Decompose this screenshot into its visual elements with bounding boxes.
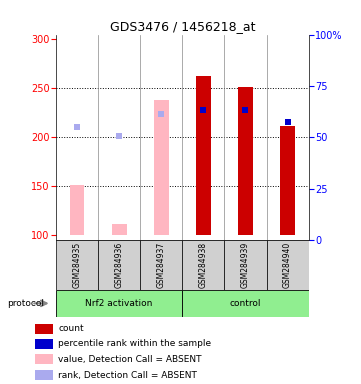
Bar	[182, 240, 225, 290]
Bar	[196, 76, 211, 235]
Text: GSM284936: GSM284936	[115, 242, 123, 288]
Bar	[266, 240, 309, 290]
Text: GSM284938: GSM284938	[199, 242, 208, 288]
Bar	[238, 88, 253, 235]
Bar	[154, 100, 169, 235]
Text: rank, Detection Call = ABSENT: rank, Detection Call = ABSENT	[58, 371, 197, 380]
Text: GSM284939: GSM284939	[241, 242, 250, 288]
Bar	[280, 126, 295, 235]
Text: count: count	[58, 324, 84, 333]
Text: GSM284940: GSM284940	[283, 242, 292, 288]
Title: GDS3476 / 1456218_at: GDS3476 / 1456218_at	[109, 20, 255, 33]
Bar	[35, 354, 53, 364]
Bar	[35, 339, 53, 349]
Bar	[182, 290, 309, 317]
Bar	[140, 240, 182, 290]
Text: percentile rank within the sample: percentile rank within the sample	[58, 339, 211, 348]
Bar	[112, 224, 126, 235]
Text: GSM284935: GSM284935	[73, 242, 82, 288]
Text: control: control	[230, 299, 261, 308]
Bar	[56, 290, 182, 317]
Bar	[225, 240, 266, 290]
Text: value, Detection Call = ABSENT: value, Detection Call = ABSENT	[58, 355, 202, 364]
Bar	[56, 240, 98, 290]
Text: GSM284937: GSM284937	[157, 242, 166, 288]
Bar	[35, 370, 53, 380]
Bar	[70, 185, 84, 235]
Bar	[98, 240, 140, 290]
Text: protocol: protocol	[7, 299, 44, 308]
Bar	[35, 324, 53, 334]
Text: Nrf2 activation: Nrf2 activation	[86, 299, 153, 308]
